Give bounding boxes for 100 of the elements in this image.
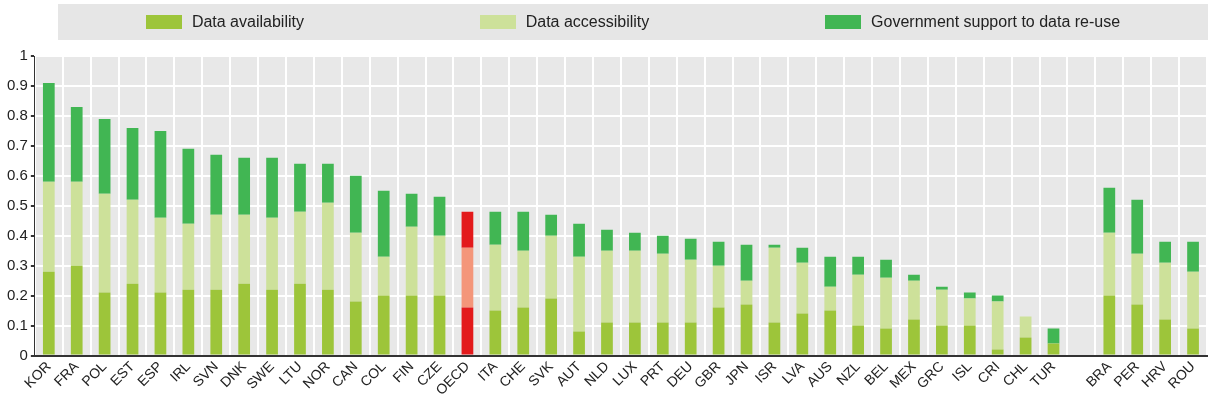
bar xyxy=(684,238,697,260)
bar xyxy=(98,292,111,355)
bar xyxy=(70,106,83,182)
bar xyxy=(852,325,865,355)
bar xyxy=(712,307,725,355)
bar xyxy=(629,322,641,355)
bar xyxy=(991,301,1004,350)
bar xyxy=(1159,319,1171,355)
bar xyxy=(1131,304,1144,355)
bar xyxy=(852,256,865,275)
bar xyxy=(796,247,809,263)
y-tick-label: 0.3 xyxy=(6,255,28,273)
bar xyxy=(349,232,362,302)
bar xyxy=(1019,337,1032,355)
bar xyxy=(461,211,474,248)
bar xyxy=(1019,316,1032,338)
bar xyxy=(154,217,167,293)
bar xyxy=(768,247,781,323)
bar xyxy=(1103,232,1116,296)
bar xyxy=(936,286,948,290)
bar xyxy=(322,289,334,355)
bar xyxy=(405,193,418,227)
y-tick-label: 0.7 xyxy=(6,136,28,153)
bar xyxy=(712,265,725,308)
bar xyxy=(1131,199,1144,254)
bar xyxy=(517,250,530,308)
bar xyxy=(42,181,55,272)
bar xyxy=(908,319,920,355)
x-tick-label: NZL xyxy=(832,357,864,389)
bar xyxy=(545,214,558,236)
y-tick-label: 0.5 xyxy=(6,195,28,213)
bar xyxy=(991,349,1004,355)
bar xyxy=(573,256,585,332)
bar xyxy=(880,277,892,329)
bar xyxy=(629,250,641,323)
x-tick-label: IRL xyxy=(166,357,194,385)
bar xyxy=(266,289,278,355)
bar xyxy=(517,307,530,355)
bar xyxy=(377,190,390,257)
x-tick-label: FIN xyxy=(389,358,417,386)
bar xyxy=(98,118,111,194)
bar xyxy=(908,274,920,281)
bar xyxy=(294,163,306,212)
x-tick-label: ISL xyxy=(948,357,975,385)
bar xyxy=(768,322,781,355)
bar xyxy=(377,256,390,296)
bar xyxy=(712,241,725,266)
bar xyxy=(266,157,278,218)
bar xyxy=(1159,241,1171,263)
bar xyxy=(908,280,920,320)
bar xyxy=(1159,262,1171,320)
bar xyxy=(182,223,195,290)
bar xyxy=(126,127,139,200)
bar xyxy=(601,229,613,251)
bar xyxy=(182,148,195,224)
bar xyxy=(796,262,809,314)
bar xyxy=(42,82,55,182)
bar xyxy=(573,331,585,355)
bar xyxy=(963,298,976,326)
bar xyxy=(322,163,334,203)
bar xyxy=(1047,328,1060,344)
bar xyxy=(154,292,167,355)
bar xyxy=(1047,343,1060,355)
bar xyxy=(1103,295,1116,355)
bar xyxy=(1131,253,1144,305)
bar xyxy=(656,253,669,323)
bar xyxy=(349,301,362,355)
bar xyxy=(824,256,837,287)
bar xyxy=(963,325,976,355)
bar xyxy=(405,226,418,296)
x-tick-label: POL xyxy=(78,357,110,390)
bar xyxy=(740,244,753,281)
bar xyxy=(880,259,892,278)
y-tick-label: 0.1 xyxy=(6,315,28,333)
bar xyxy=(238,283,251,355)
y-tick-label: 0.4 xyxy=(6,225,28,243)
bar xyxy=(433,295,446,355)
y-tick-label: 0.8 xyxy=(6,106,28,124)
bar xyxy=(70,265,83,355)
bar xyxy=(601,250,613,323)
bar xyxy=(1103,187,1116,233)
x-tick-label: COL xyxy=(356,357,389,390)
bar xyxy=(684,259,697,323)
bar xyxy=(489,211,502,245)
bar xyxy=(768,244,781,248)
bar xyxy=(238,214,251,284)
bar xyxy=(489,310,502,355)
bar xyxy=(433,235,446,296)
y-tick-label: 1 xyxy=(19,46,28,64)
bar xyxy=(294,211,306,284)
bar xyxy=(70,181,83,266)
bar xyxy=(377,295,390,355)
bar xyxy=(656,235,669,254)
bar xyxy=(991,295,1004,302)
bar xyxy=(629,232,641,251)
bar xyxy=(433,196,446,236)
x-tick-label: ITA xyxy=(474,357,501,384)
bar xyxy=(461,307,474,355)
bar xyxy=(126,283,139,355)
bar xyxy=(210,154,223,215)
